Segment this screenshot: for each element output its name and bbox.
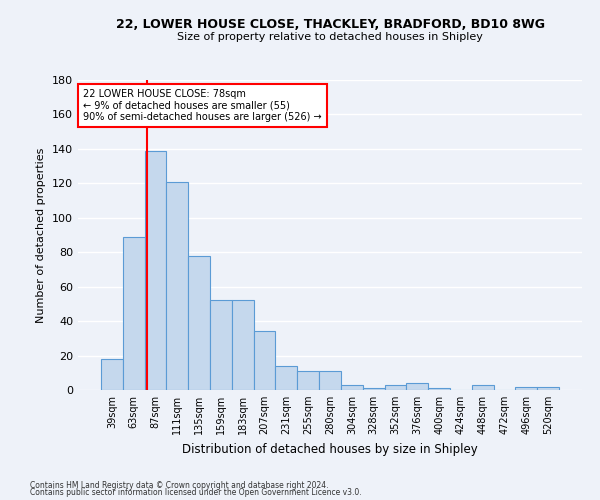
Bar [341, 385, 363, 390]
Text: Contains public sector information licensed under the Open Government Licence v3: Contains public sector information licen… [30, 488, 362, 497]
Bar [101, 359, 123, 390]
Bar [363, 388, 385, 390]
Bar [297, 371, 319, 390]
Bar [210, 300, 232, 390]
Bar [515, 386, 537, 390]
Bar [232, 300, 254, 390]
Text: Size of property relative to detached houses in Shipley: Size of property relative to detached ho… [177, 32, 483, 42]
Bar [254, 332, 275, 390]
Bar [145, 150, 166, 390]
Bar [166, 182, 188, 390]
Text: 22, LOWER HOUSE CLOSE, THACKLEY, BRADFORD, BD10 8WG: 22, LOWER HOUSE CLOSE, THACKLEY, BRADFOR… [115, 18, 545, 30]
Bar [385, 385, 406, 390]
Bar [275, 366, 297, 390]
Bar [188, 256, 210, 390]
Bar [123, 236, 145, 390]
X-axis label: Distribution of detached houses by size in Shipley: Distribution of detached houses by size … [182, 442, 478, 456]
Text: Contains HM Land Registry data © Crown copyright and database right 2024.: Contains HM Land Registry data © Crown c… [30, 480, 329, 490]
Y-axis label: Number of detached properties: Number of detached properties [37, 148, 46, 322]
Bar [406, 383, 428, 390]
Bar [428, 388, 450, 390]
Text: 22 LOWER HOUSE CLOSE: 78sqm
← 9% of detached houses are smaller (55)
90% of semi: 22 LOWER HOUSE CLOSE: 78sqm ← 9% of deta… [83, 90, 322, 122]
Bar [472, 385, 494, 390]
Bar [319, 371, 341, 390]
Bar [537, 386, 559, 390]
